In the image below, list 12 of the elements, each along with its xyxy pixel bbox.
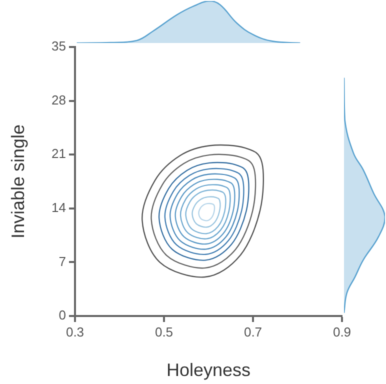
x-tick-label: 0.3: [66, 324, 84, 340]
y-tick-label: 7: [58, 254, 66, 269]
x-tick-label: 0.5: [154, 324, 174, 340]
y-tick-label: 0: [58, 308, 66, 323]
x-tick-label: 0.9: [332, 324, 352, 340]
y-tick-label: 21: [52, 146, 66, 162]
x-axis-title: Holeyness: [166, 360, 251, 380]
y-tick-label: 35: [52, 38, 66, 54]
y-axis-title: Inviable single: [8, 124, 28, 239]
y-tick-label: 14: [52, 200, 66, 215]
x-tick-label: 0.7: [244, 324, 262, 340]
y-tick-label: 28: [52, 92, 66, 108]
